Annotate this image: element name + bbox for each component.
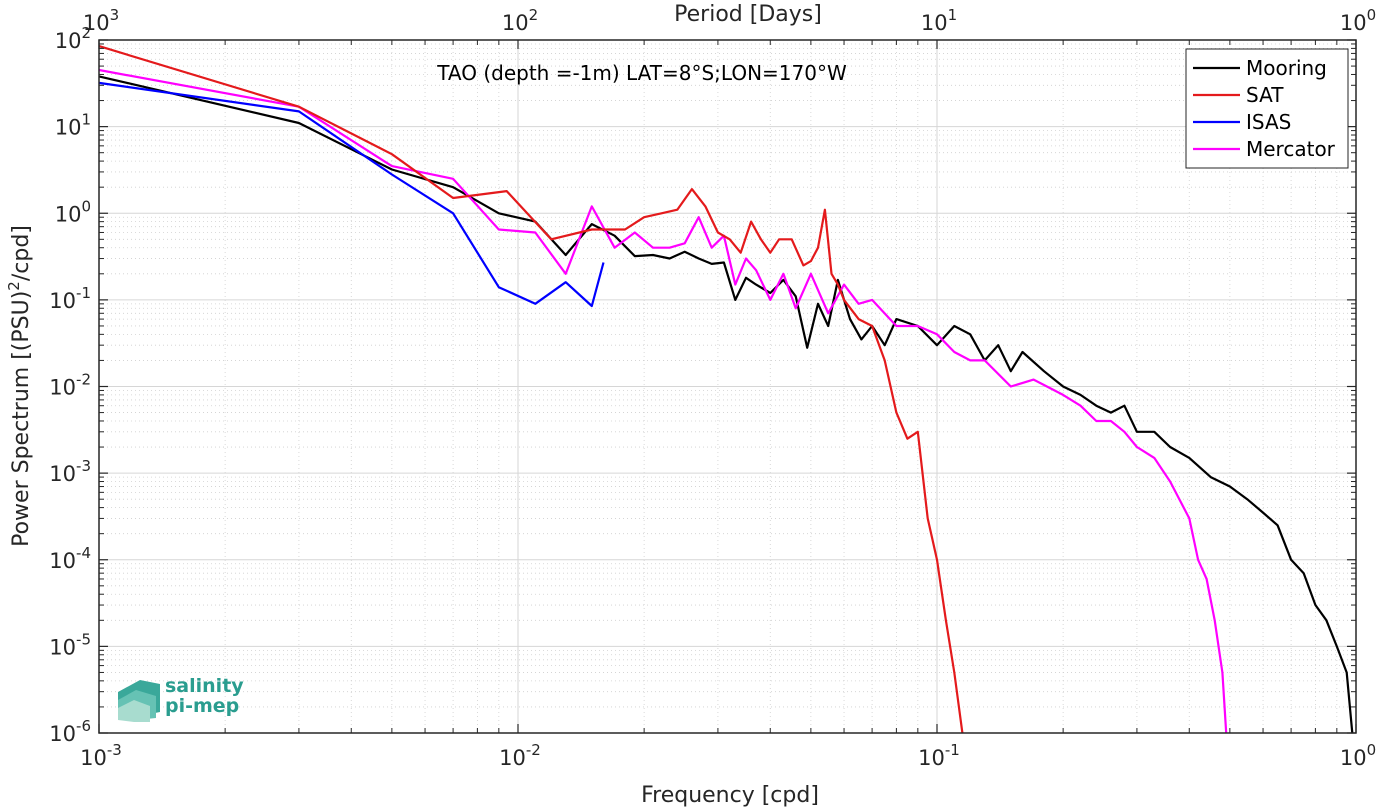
legend-label-mercator: Mercator <box>1246 137 1336 161</box>
top-tick-label: 100 <box>1340 6 1376 35</box>
x-axis-title: Frequency [cpd] <box>641 783 819 808</box>
y-tick-label: 10-4 <box>49 544 91 573</box>
y-tick-label: 10-1 <box>49 284 91 313</box>
x-tick-labels: 10-3 10-2 10-1 100 <box>80 741 1376 770</box>
legend: Mooring SAT ISAS Mercator <box>1185 48 1349 169</box>
top-tick-label: 102 <box>502 6 538 35</box>
y-tick-label: 101 <box>55 111 91 140</box>
y-axis-title: Power Spectrum [(PSU)2/cpd] <box>5 225 34 547</box>
major-grid <box>98 39 1357 734</box>
top-tick-label: 101 <box>921 6 957 35</box>
series-lines <box>98 45 1354 734</box>
chart-annotation: TAO (depth =-1m) LAT=8°S;LON=170°W <box>436 61 847 85</box>
legend-label-mooring: Mooring <box>1246 56 1327 80</box>
y-tick-label: 10-5 <box>49 630 91 659</box>
x-tick-label: 10-1 <box>918 741 960 770</box>
svg-text:salinity: salinity <box>165 675 244 697</box>
top-axis-title: Period [Days] <box>674 2 822 27</box>
legend-label-sat: SAT <box>1246 83 1284 107</box>
series-line-mooring <box>98 75 1354 734</box>
series-line-mercator <box>98 68 1228 734</box>
top-tick-label: 103 <box>83 6 119 35</box>
svg-text:pi-mep: pi-mep <box>165 695 239 717</box>
series-line-isas <box>98 81 605 308</box>
x-tick-label: 100 <box>1340 741 1376 770</box>
y-tick-label: 10-2 <box>49 371 91 400</box>
salinity-pimep-logo: salinity pi-mep <box>118 675 244 722</box>
x-tick-label: 10-2 <box>499 741 541 770</box>
y-tick-labels: 102 101 100 10-1 10-2 10-3 10-4 10-5 10-6 <box>49 24 91 746</box>
series-line-sat <box>98 45 964 734</box>
y-tick-label: 102 <box>55 24 91 53</box>
y-tick-label: 10-3 <box>49 457 91 486</box>
x-tick-label: 10-3 <box>80 741 122 770</box>
y-tick-label: 100 <box>55 197 91 226</box>
top-tick-labels: 103 102 101 100 <box>83 6 1376 35</box>
legend-label-isas: ISAS <box>1246 110 1291 134</box>
y-tick-label: 10-6 <box>49 717 91 746</box>
